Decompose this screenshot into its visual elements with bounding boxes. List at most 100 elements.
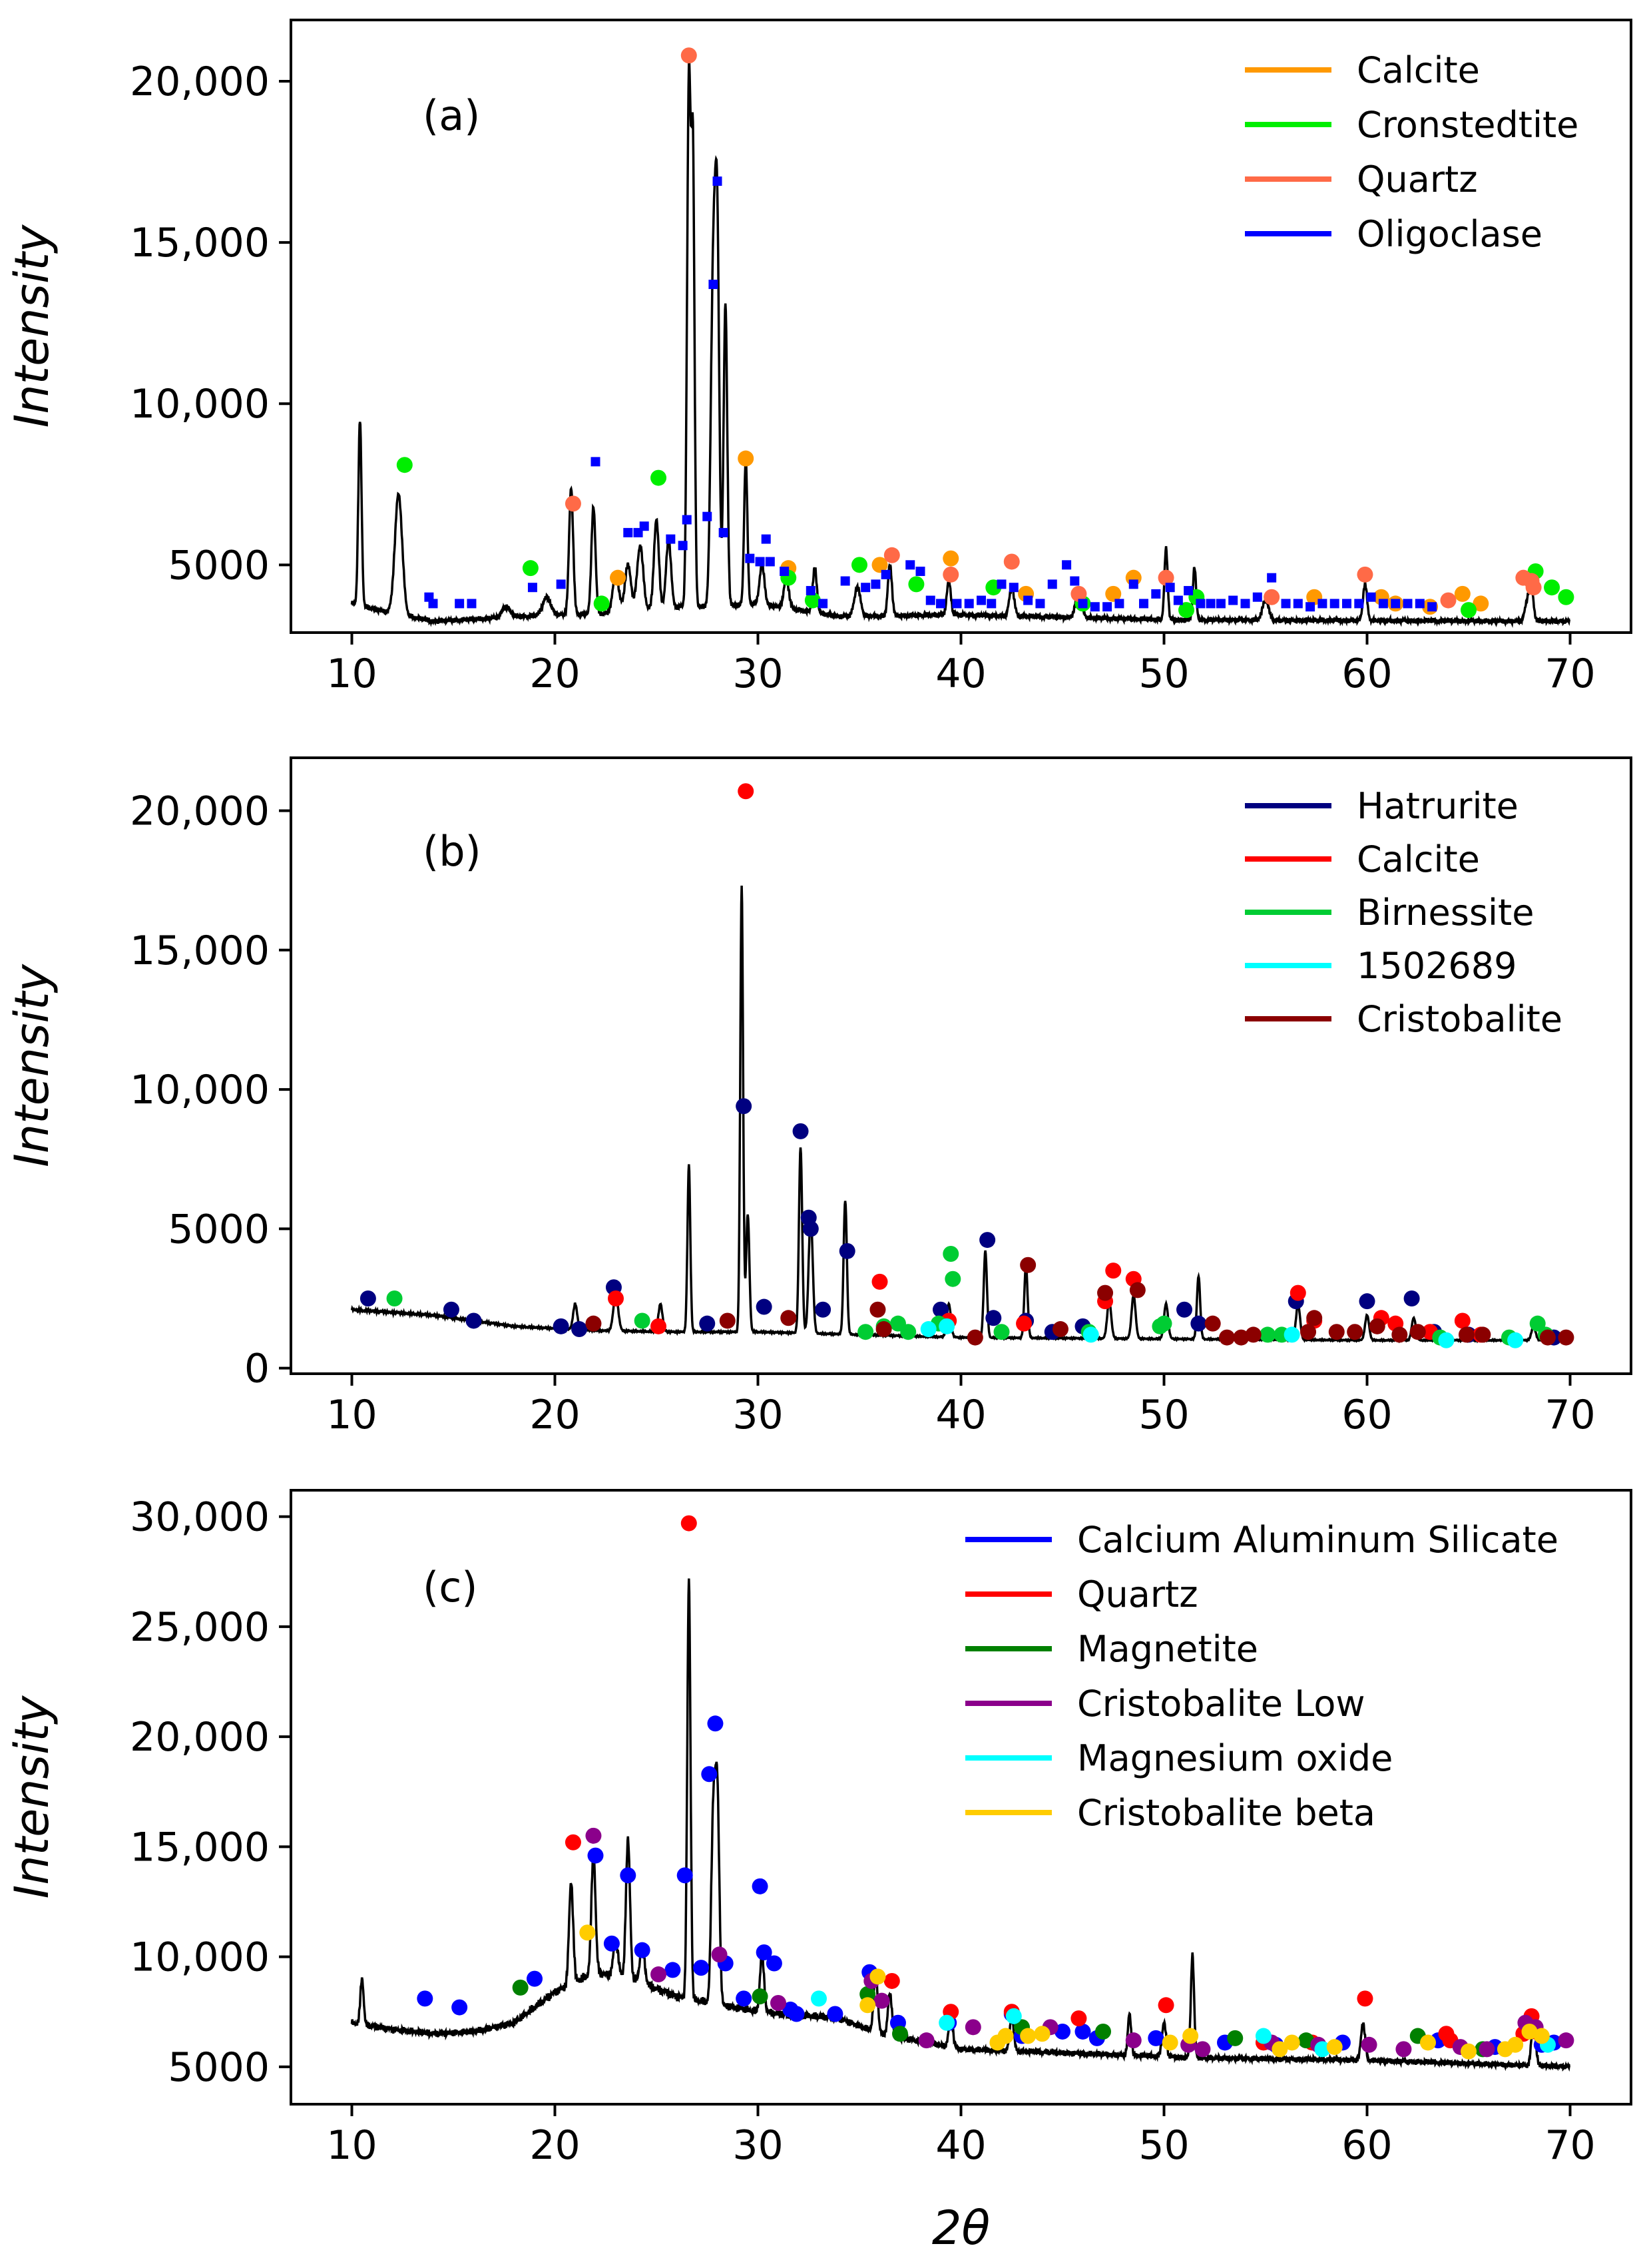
peak-marker <box>1005 2008 1022 2024</box>
peak-marker <box>1070 2010 1087 2027</box>
peak-marker <box>1158 1997 1174 2014</box>
peak-marker <box>664 1962 681 1978</box>
peak-marker <box>1461 2043 1477 2060</box>
x-tick-label: 30 <box>732 651 783 697</box>
peak-marker <box>1034 2026 1051 2042</box>
peak-marker <box>997 2028 1014 2044</box>
legend-label: Cristobalite <box>1357 998 1562 1040</box>
peak-marker <box>1378 599 1388 609</box>
peak-marker <box>1357 1990 1373 2007</box>
peak-marker <box>1281 599 1291 609</box>
peak-marker <box>736 1990 752 2007</box>
peak-marker <box>1165 583 1175 593</box>
x-tick-label: 20 <box>529 1392 580 1438</box>
peak-marker <box>634 1312 650 1329</box>
peak-marker <box>883 1972 900 1989</box>
peak-marker <box>1475 1326 1491 1343</box>
peak-marker <box>1329 599 1339 609</box>
peak-marker <box>699 1315 716 1332</box>
peak-marker <box>707 1715 724 1732</box>
peak-marker <box>1158 569 1174 586</box>
x-tick-label: 30 <box>732 2122 783 2169</box>
peak-marker <box>585 1827 602 1844</box>
peak-marker <box>1306 1310 1323 1326</box>
peak-marker <box>871 557 888 573</box>
legend-label: Quartz <box>1077 1573 1198 1615</box>
peak-marker <box>1427 602 1437 612</box>
x-tick-label: 40 <box>935 651 986 697</box>
legend-item: Cristobalite Low <box>965 1683 1365 1725</box>
peak-marker <box>1479 2041 1495 2058</box>
y-axis-label: Intensity <box>5 1695 59 1898</box>
y-tick-label: 25,000 <box>130 1604 270 1651</box>
peak-marker <box>780 1310 797 1326</box>
peak-marker <box>905 560 915 570</box>
peak-marker <box>818 599 828 609</box>
peak-marker <box>451 1999 468 2016</box>
peak-marker <box>1391 599 1401 609</box>
peak-marker <box>943 1246 959 1263</box>
peak-marker <box>693 1960 710 1976</box>
peak-marker <box>875 1321 892 1338</box>
peak-marker <box>943 550 959 567</box>
peak-marker <box>1055 2023 1070 2040</box>
x-tick-label: 10 <box>326 2122 377 2169</box>
peak-marker <box>1454 585 1471 602</box>
peak-marker <box>565 495 581 512</box>
peak-marker <box>1558 589 1574 605</box>
peak-marker <box>396 457 413 473</box>
peak-marker <box>755 557 765 567</box>
y-tick-label: 5000 <box>168 1206 270 1253</box>
peak-marker <box>718 527 728 537</box>
peak-marker <box>719 1312 736 1329</box>
x-tick-label: 70 <box>1544 1392 1595 1438</box>
peak-marker <box>881 569 891 579</box>
peak-marker <box>650 1318 667 1334</box>
peak-marker <box>857 1324 874 1340</box>
peak-marker <box>1361 2036 1377 2053</box>
panel-tag: (c) <box>423 1563 477 1611</box>
peak-marker <box>455 599 465 609</box>
peak-marker <box>1009 583 1019 593</box>
peak-marker <box>1260 1326 1276 1343</box>
panel-a: 10 20 30 40 50 60 70 5000 10,000 15,000 20,000 Inte… <box>5 19 1632 697</box>
peak-marker <box>1216 599 1226 609</box>
peak-marker <box>1184 586 1194 596</box>
legend-item: Cristobalite beta <box>965 1792 1375 1834</box>
peak-marker <box>780 567 790 576</box>
peak-marker <box>522 560 539 577</box>
peak-marker <box>1074 2023 1091 2040</box>
legend-label: Oligoclase <box>1357 213 1542 255</box>
peak-marker <box>1533 2028 1550 2044</box>
peak-marker <box>1300 1324 1317 1340</box>
peak-marker <box>964 599 974 609</box>
peak-marker <box>579 1924 596 1941</box>
legend-item: Birnessite <box>1245 892 1534 934</box>
x-tick-label: 20 <box>529 651 580 697</box>
peak-marker <box>1264 589 1280 605</box>
peak-marker <box>701 1766 718 1783</box>
y-tick-label: 15,000 <box>130 220 270 266</box>
peak-marker <box>993 1324 1010 1340</box>
peak-marker <box>945 1271 961 1287</box>
x-tick-label: 20 <box>529 2122 580 2169</box>
peak-marker <box>1105 585 1122 602</box>
peak-marker <box>811 1990 827 2007</box>
marker-series-cronstedtite <box>396 457 1574 619</box>
peak-marker <box>1023 595 1033 605</box>
peak-marker <box>608 1290 624 1306</box>
peak-marker <box>770 1994 786 2011</box>
peak-marker <box>428 599 438 609</box>
peak-marker <box>925 595 935 605</box>
peak-marker <box>1227 2030 1244 2046</box>
peak-marker <box>1473 595 1489 612</box>
peak-marker <box>1020 2028 1037 2044</box>
peak-marker <box>678 541 688 551</box>
x-tick-label: 50 <box>1138 2122 1189 2169</box>
peak-marker <box>987 599 997 609</box>
peak-marker <box>593 595 610 612</box>
peak-marker <box>1391 1326 1408 1343</box>
peak-marker <box>1415 599 1425 609</box>
peak-marker <box>1252 592 1262 602</box>
peak-marker <box>1529 1315 1546 1332</box>
